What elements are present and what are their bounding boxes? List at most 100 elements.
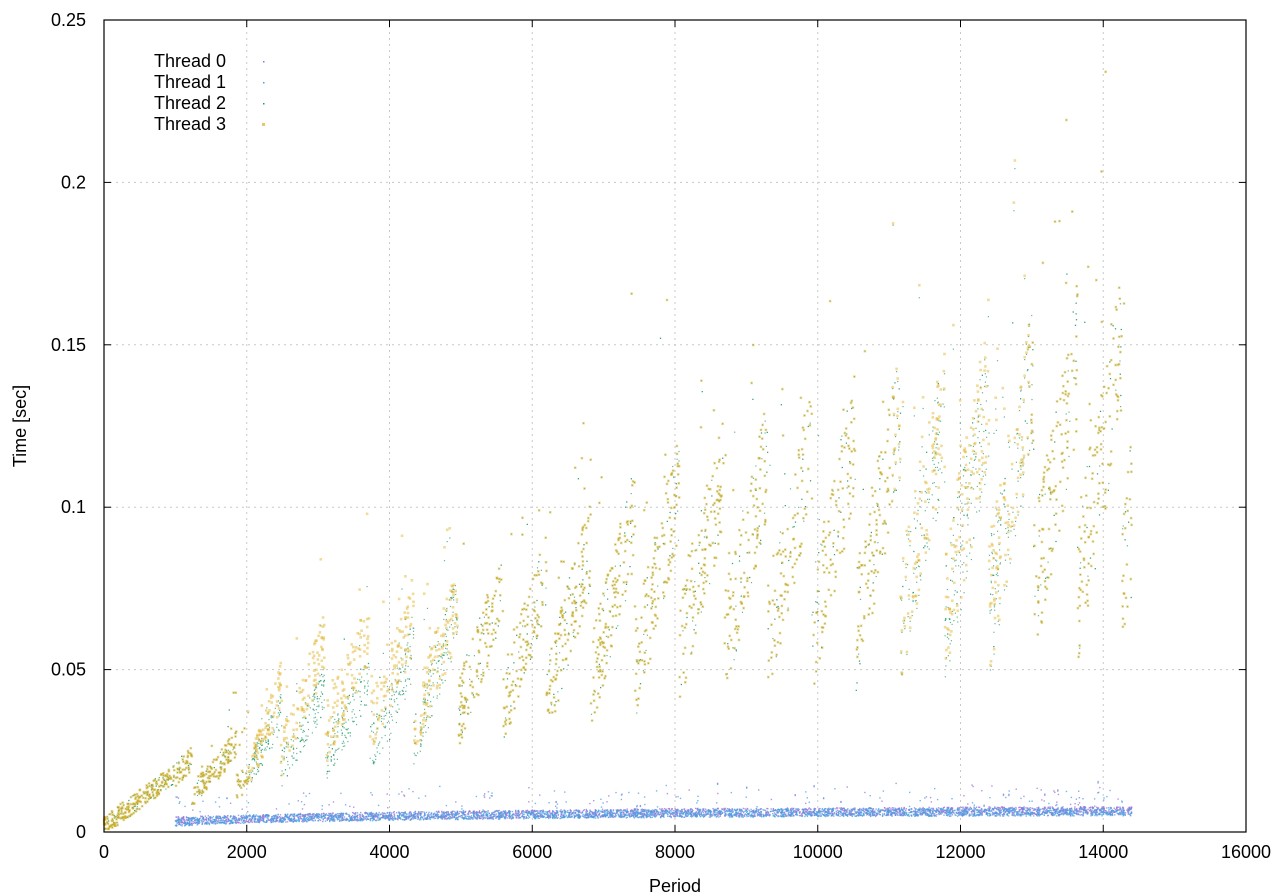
data-point [1084, 806, 1086, 808]
data-point [942, 807, 945, 809]
data-point [967, 803, 969, 805]
data-point [555, 805, 557, 807]
data-point [226, 820, 228, 822]
data-point [588, 811, 591, 814]
data-point [189, 822, 191, 825]
data-point [948, 813, 951, 815]
data-point [423, 811, 425, 813]
data-point [925, 812, 927, 814]
data-point [358, 813, 361, 816]
data-point [744, 813, 747, 815]
data-point [495, 813, 498, 815]
data-point [723, 807, 725, 810]
data-point [946, 808, 948, 811]
data-point [324, 820, 327, 822]
data-point [586, 817, 588, 819]
data-point [409, 811, 412, 813]
data-point [1129, 813, 1131, 815]
data-point [376, 819, 378, 821]
data-point [691, 816, 693, 818]
data-point [626, 808, 628, 810]
data-point [1062, 813, 1064, 815]
data-point [1077, 813, 1080, 815]
data-point [935, 808, 938, 811]
data-point [886, 811, 888, 813]
data-point [915, 811, 918, 813]
data-point [211, 821, 214, 824]
data-point [869, 813, 871, 815]
data-point [786, 807, 789, 809]
data-point [177, 816, 180, 818]
data-point [975, 806, 978, 808]
data-point [190, 818, 192, 820]
data-point [1001, 806, 1003, 808]
data-point [622, 810, 624, 812]
data-point [671, 808, 673, 810]
data-point [892, 812, 894, 815]
data-point [665, 812, 667, 814]
data-point [973, 804, 975, 806]
data-point [196, 824, 198, 826]
data-point [860, 811, 863, 813]
data-point [667, 808, 670, 810]
data-point [1050, 812, 1052, 814]
data-point [249, 815, 252, 817]
data-point [979, 814, 981, 816]
data-point [585, 809, 588, 812]
data-point [727, 815, 730, 817]
data-point [1075, 809, 1077, 811]
data-point [279, 816, 281, 819]
data-point [1065, 790, 1068, 793]
data-point [437, 816, 439, 819]
data-point [1104, 810, 1107, 812]
data-point [506, 817, 508, 819]
data-point [555, 814, 557, 816]
data-point [870, 811, 873, 813]
data-point [482, 809, 484, 811]
data-point [974, 807, 977, 810]
data-point [673, 814, 675, 816]
data-point [585, 811, 587, 813]
data-point [615, 809, 617, 811]
data-point [593, 812, 595, 815]
data-point [964, 806, 966, 808]
data-point [418, 813, 420, 815]
data-point [1127, 809, 1130, 811]
data-point [542, 815, 544, 817]
data-point [180, 824, 182, 826]
data-point [681, 808, 683, 811]
data-point [1070, 796, 1073, 799]
data-point [756, 815, 759, 817]
data-point [645, 812, 648, 814]
data-point [869, 809, 871, 812]
data-point [475, 814, 478, 817]
data-point [847, 813, 849, 816]
data-point [1122, 813, 1125, 815]
data-point [1043, 809, 1045, 811]
data-point [427, 813, 430, 815]
data-point [401, 815, 403, 817]
data-point [1047, 815, 1049, 817]
data-point [296, 819, 298, 821]
data-point [709, 812, 711, 814]
data-point [1029, 809, 1032, 811]
data-point [301, 808, 304, 810]
data-point [1020, 813, 1023, 816]
data-point [689, 808, 692, 810]
data-point [560, 817, 562, 819]
data-point [548, 810, 550, 812]
data-point [939, 809, 942, 811]
data-point [510, 815, 512, 817]
data-point [457, 813, 459, 815]
data-point [393, 814, 396, 816]
data-point [650, 816, 652, 819]
data-point [1056, 801, 1058, 803]
data-point [1101, 811, 1103, 813]
data-point [621, 815, 624, 817]
data-point [602, 802, 604, 804]
data-point [375, 813, 377, 815]
data-point [825, 808, 827, 810]
data-point [908, 812, 910, 814]
data-point [668, 810, 670, 812]
data-point [185, 816, 188, 818]
